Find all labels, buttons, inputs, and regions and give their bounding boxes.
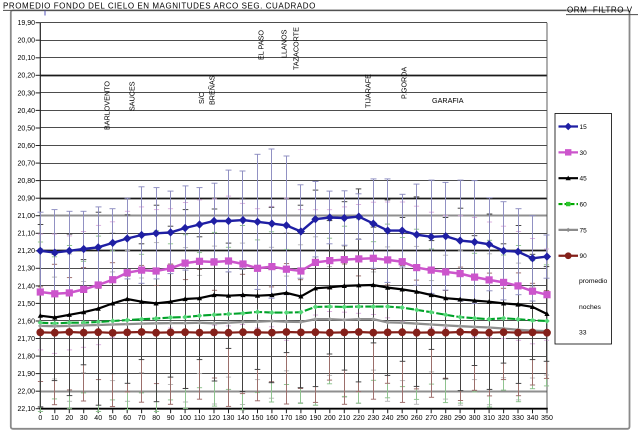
svg-text:140: 140 (237, 415, 249, 422)
svg-text:340: 340 (527, 415, 539, 422)
svg-text:210: 210 (338, 415, 350, 422)
svg-text:20: 20 (65, 415, 73, 422)
svg-text:21,50: 21,50 (17, 301, 35, 308)
svg-text:60: 60 (580, 201, 588, 208)
svg-text:160: 160 (266, 415, 278, 422)
svg-text:320: 320 (498, 415, 510, 422)
svg-text:220: 220 (353, 415, 365, 422)
svg-text:20,00: 20,00 (17, 38, 35, 45)
svg-text:70: 70 (138, 415, 146, 422)
svg-text:20,70: 20,70 (17, 161, 35, 168)
svg-text:75: 75 (580, 227, 588, 234)
svg-text:90: 90 (580, 253, 588, 260)
svg-text:20,60: 20,60 (17, 143, 35, 150)
svg-text:120: 120 (208, 415, 220, 422)
svg-text:21,10: 21,10 (17, 231, 35, 238)
svg-text:21,60: 21,60 (17, 318, 35, 325)
svg-text:21,30: 21,30 (17, 266, 35, 273)
svg-text:260: 260 (411, 415, 423, 422)
svg-text:80: 80 (152, 415, 160, 422)
svg-text:21,00: 21,00 (17, 213, 35, 220)
svg-text:350: 350 (541, 415, 553, 422)
svg-text:20,20: 20,20 (17, 73, 35, 80)
svg-text:21,40: 21,40 (17, 283, 35, 290)
svg-text:33: 33 (579, 330, 587, 337)
svg-text:30: 30 (580, 150, 588, 157)
svg-text:180: 180 (295, 415, 307, 422)
svg-text:TIJARAFE: TIJARAFE (364, 74, 373, 108)
svg-text:240: 240 (382, 415, 394, 422)
svg-text:300: 300 (469, 415, 481, 422)
svg-text:20,50: 20,50 (17, 125, 35, 132)
svg-text:45: 45 (580, 176, 588, 183)
svg-text:BARLOVENTO: BARLOVENTO (103, 81, 112, 130)
svg-text:19,90: 19,90 (17, 20, 35, 27)
svg-text:22,00: 22,00 (17, 389, 35, 396)
svg-text:SAUCES: SAUCES (128, 81, 137, 111)
svg-text:190: 190 (310, 415, 322, 422)
svg-text:60: 60 (123, 415, 131, 422)
svg-text:20,10: 20,10 (17, 55, 35, 62)
svg-text:TAZACORTE: TAZACORTE (292, 27, 301, 70)
svg-text:130: 130 (223, 415, 235, 422)
svg-text:P.GORDA: P.GORDA (400, 67, 409, 99)
svg-text:21,70: 21,70 (17, 336, 35, 343)
svg-text:330: 330 (512, 415, 524, 422)
svg-text:20,90: 20,90 (17, 196, 35, 203)
svg-text:250: 250 (396, 415, 408, 422)
svg-text:150: 150 (252, 415, 264, 422)
svg-text:EL PASO: EL PASO (257, 30, 266, 60)
svg-text:21,90: 21,90 (17, 371, 35, 378)
svg-text:100: 100 (179, 415, 191, 422)
svg-text:15: 15 (580, 124, 588, 131)
svg-text:BREÑAS: BREÑAS (208, 75, 217, 105)
svg-text:21,20: 21,20 (17, 248, 35, 255)
svg-text:280: 280 (440, 415, 452, 422)
svg-text:90: 90 (167, 415, 175, 422)
svg-text:30: 30 (80, 415, 88, 422)
svg-text:290: 290 (454, 415, 466, 422)
svg-text:230: 230 (367, 415, 379, 422)
svg-text:20,30: 20,30 (17, 90, 35, 97)
svg-text:40: 40 (94, 415, 102, 422)
svg-text:10: 10 (51, 415, 59, 422)
svg-text:S/C: S/C (197, 92, 206, 104)
svg-text:noches: noches (579, 304, 602, 311)
svg-text:GARAFIA: GARAFIA (432, 96, 464, 105)
svg-text:ORM FILTRO V: ORM FILTRO V (567, 6, 633, 15)
svg-text:20,40: 20,40 (17, 108, 35, 115)
svg-text:170: 170 (281, 415, 293, 422)
svg-text:20,80: 20,80 (17, 178, 35, 185)
svg-text:LLANOS: LLANOS (280, 29, 289, 58)
svg-text:22,10: 22,10 (17, 406, 35, 413)
svg-text:200: 200 (324, 415, 336, 422)
svg-text:310: 310 (483, 415, 495, 422)
svg-text:110: 110 (194, 415, 205, 422)
svg-text:PROMEDIO FONDO DEL CIELO EN MA: PROMEDIO FONDO DEL CIELO EN MAGNITUDES A… (3, 2, 316, 11)
svg-text:50: 50 (109, 415, 117, 422)
svg-text:21,80: 21,80 (17, 354, 35, 361)
svg-text:270: 270 (425, 415, 437, 422)
svg-text:promedio: promedio (579, 278, 608, 285)
svg-text:0: 0 (38, 415, 42, 422)
